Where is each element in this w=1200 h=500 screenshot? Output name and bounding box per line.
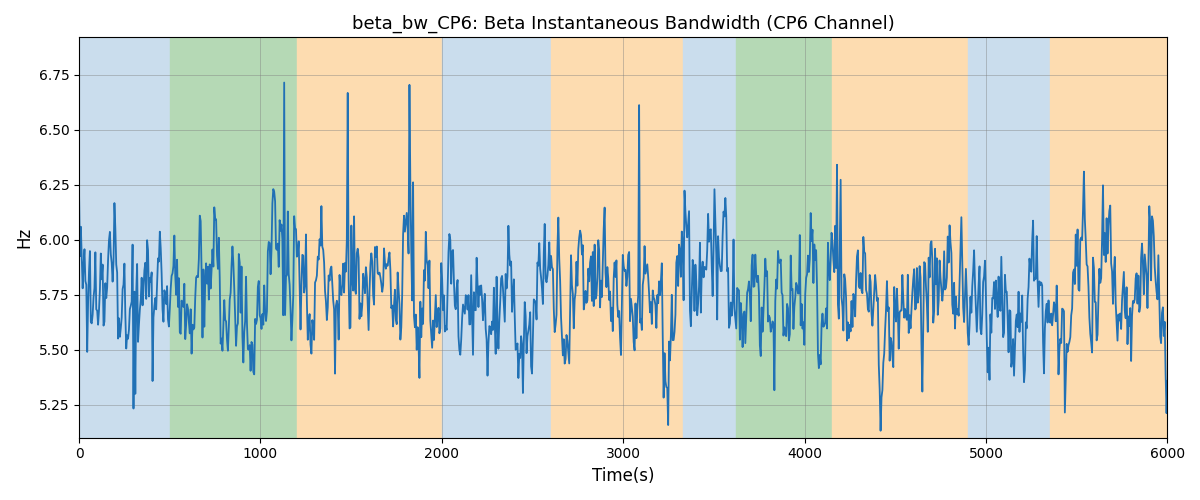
Y-axis label: Hz: Hz xyxy=(14,227,32,248)
Bar xyxy=(296,38,442,438)
Bar xyxy=(442,38,551,438)
Bar xyxy=(113,38,169,438)
Bar xyxy=(79,38,113,438)
Bar xyxy=(1050,38,1168,438)
X-axis label: Time(s): Time(s) xyxy=(592,467,654,485)
Bar xyxy=(736,38,832,438)
Bar xyxy=(968,38,1050,438)
Bar xyxy=(551,38,683,438)
Title: beta_bw_CP6: Beta Instantaneous Bandwidth (CP6 Channel): beta_bw_CP6: Beta Instantaneous Bandwidt… xyxy=(352,15,895,34)
Bar xyxy=(169,38,296,438)
Bar xyxy=(832,38,968,438)
Bar xyxy=(683,38,736,438)
